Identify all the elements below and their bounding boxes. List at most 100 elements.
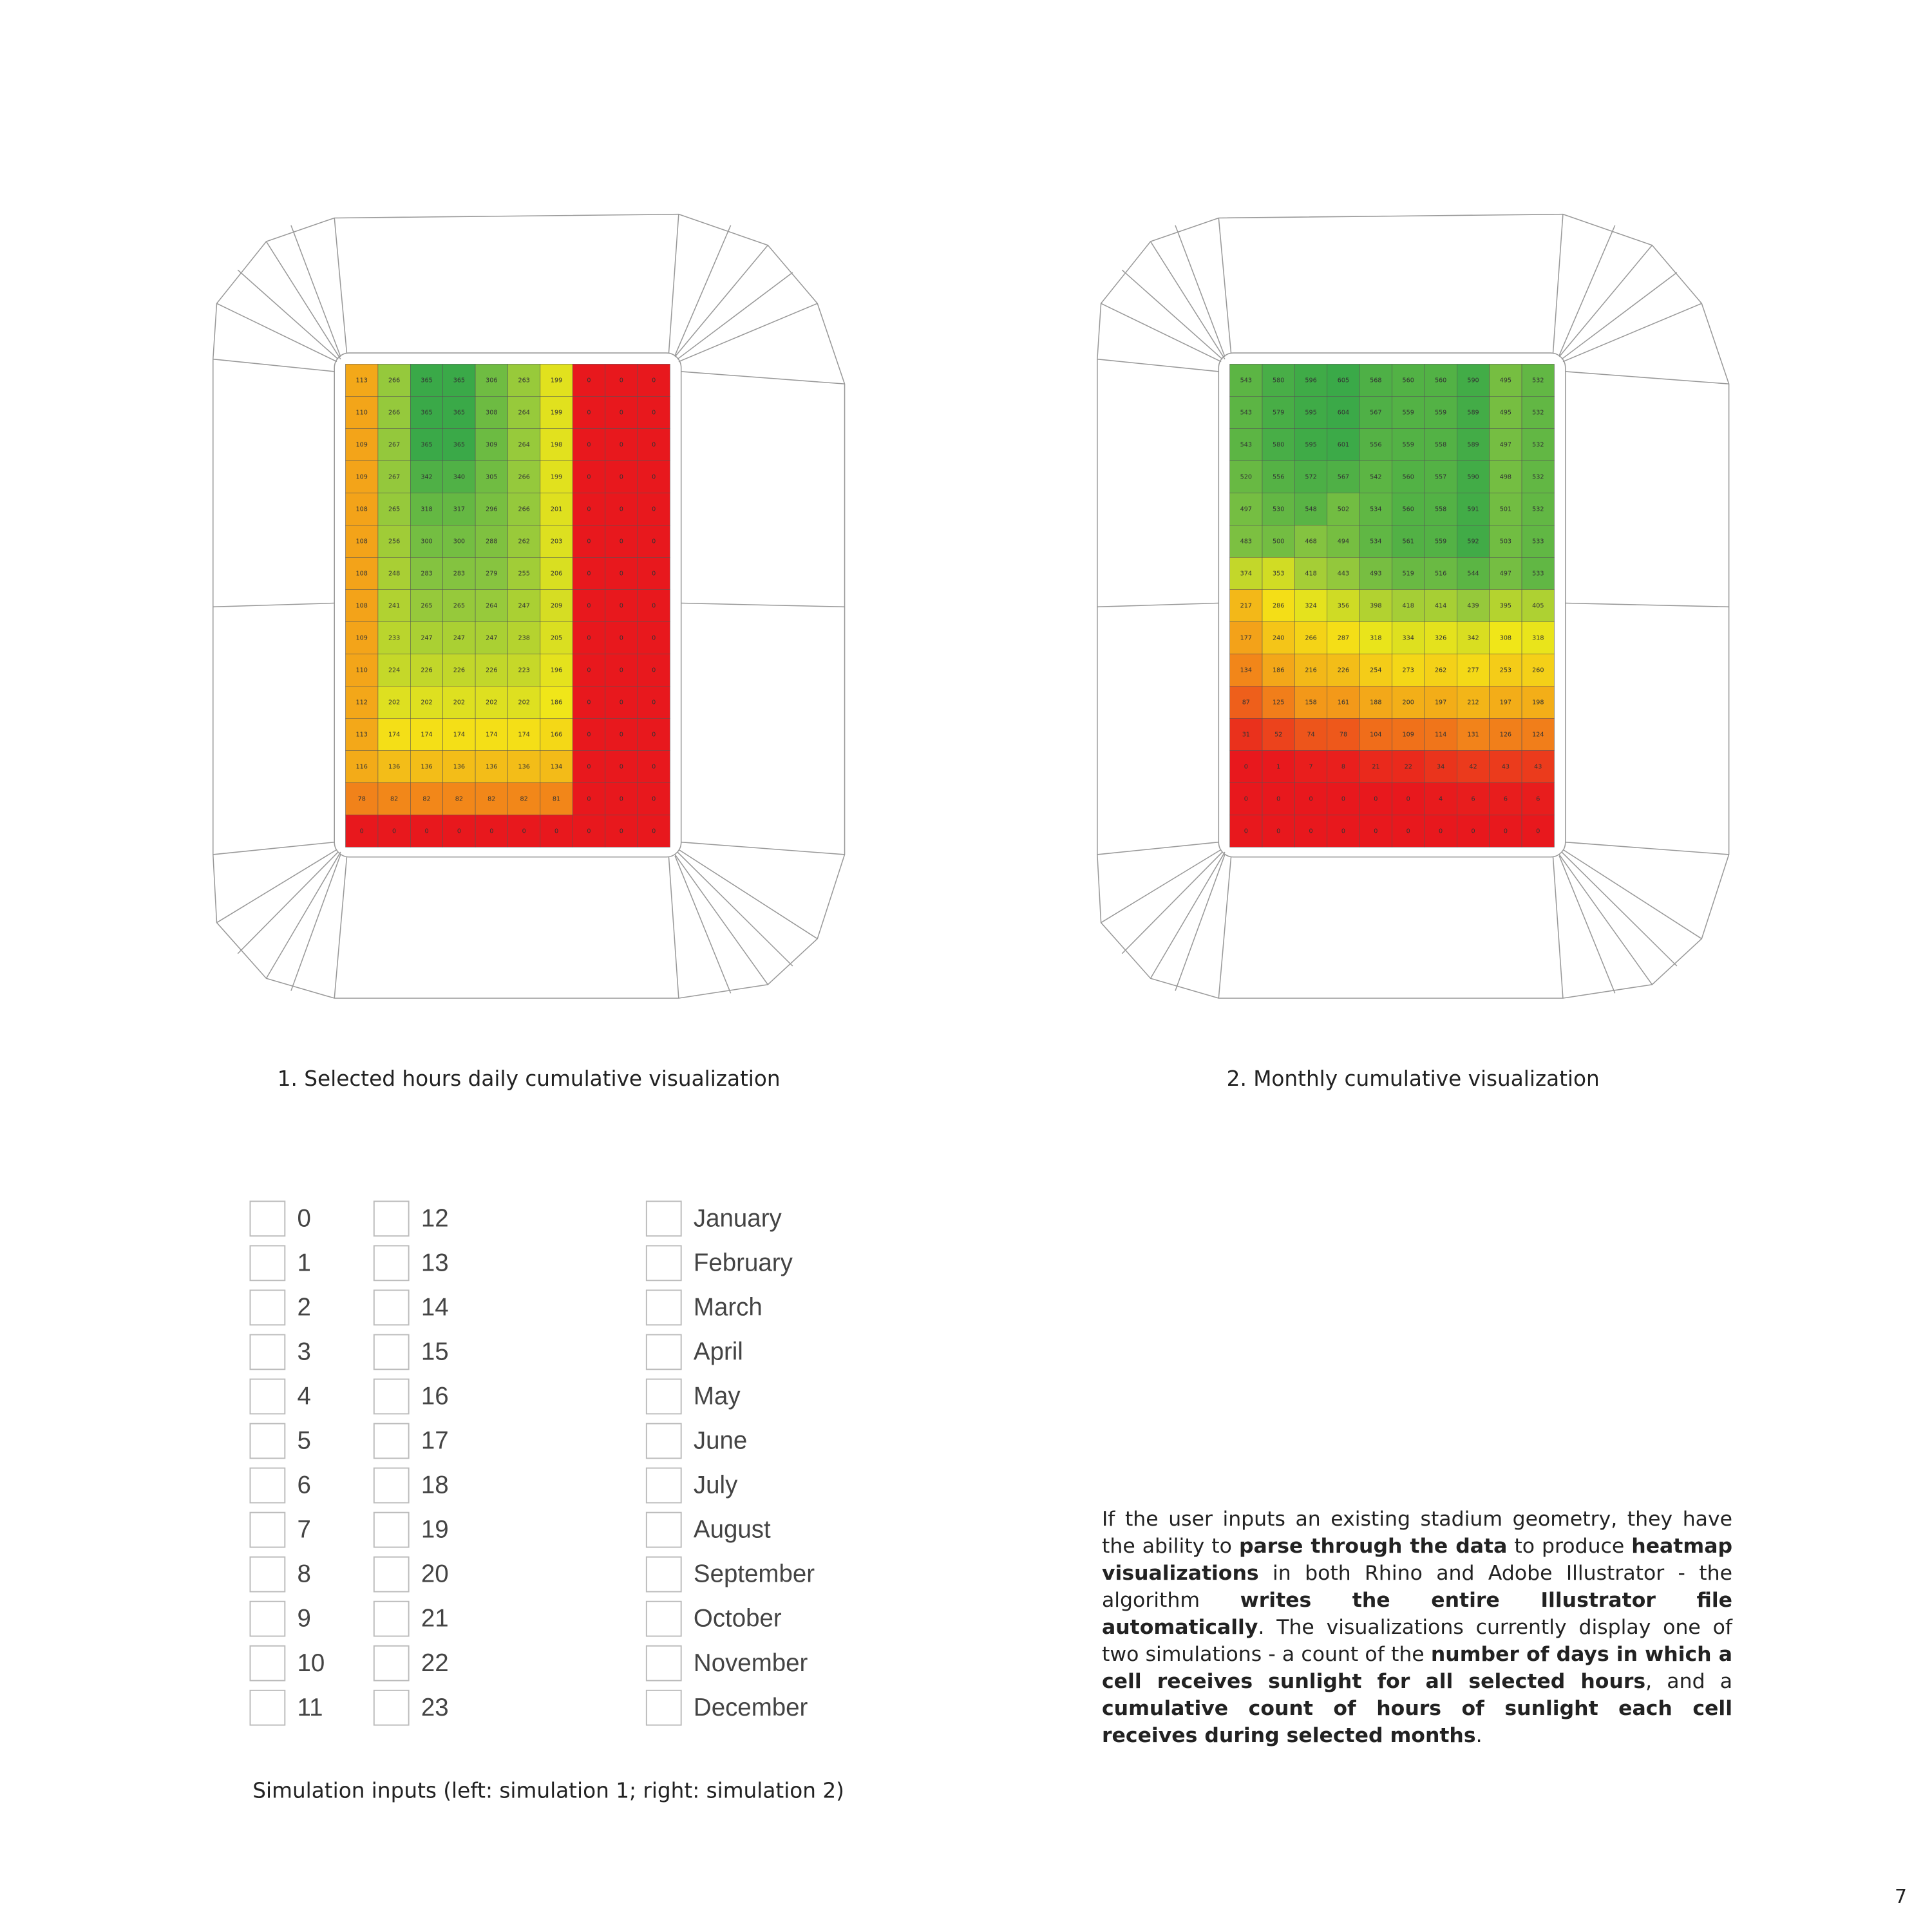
heatmap-cell	[1521, 750, 1555, 783]
checkbox[interactable]	[249, 1334, 286, 1370]
checkbox-label: September	[694, 1560, 815, 1588]
cell-label: 500	[1273, 538, 1284, 545]
checkbox[interactable]	[645, 1467, 682, 1504]
heatmap-cell	[1229, 654, 1263, 687]
cell-label: 519	[1403, 570, 1414, 577]
checkbox[interactable]	[645, 1378, 682, 1415]
checkbox[interactable]	[373, 1245, 410, 1282]
cell-label: 113	[356, 377, 368, 384]
heatmap-cell	[1521, 428, 1555, 461]
checkbox[interactable]	[645, 1645, 682, 1681]
checkbox[interactable]	[645, 1423, 682, 1459]
checkbox[interactable]	[645, 1556, 682, 1593]
heatmap-cell	[442, 589, 476, 622]
heatmap-cell	[1489, 654, 1522, 687]
heatmap-cell	[1294, 557, 1328, 590]
checkbox-label: 15	[421, 1338, 449, 1366]
heatmap-cell	[1294, 493, 1328, 526]
cell-label: 0	[652, 441, 656, 448]
cell-label: 0	[424, 828, 428, 835]
cell-label: 306	[486, 377, 497, 384]
heatmap-cell	[1489, 525, 1522, 558]
checkbox[interactable]	[645, 1289, 682, 1326]
checkbox[interactable]	[373, 1423, 410, 1459]
checkbox[interactable]	[373, 1556, 410, 1593]
cell-label: 109	[1403, 731, 1414, 738]
heatmap-cell	[442, 654, 476, 687]
heatmap-cell	[637, 750, 670, 783]
checkbox[interactable]	[249, 1467, 286, 1504]
cell-label: 580	[1273, 441, 1284, 448]
cell-label: 136	[388, 763, 400, 770]
heatmap-cell	[1521, 493, 1555, 526]
checkbox[interactable]	[249, 1378, 286, 1415]
cell-label: 223	[518, 667, 529, 674]
cell-label: 197	[1435, 699, 1446, 706]
checkbox-label: February	[694, 1249, 793, 1276]
checkbox[interactable]	[373, 1600, 410, 1637]
checkbox[interactable]	[645, 1511, 682, 1548]
stand-line	[678, 303, 818, 363]
checkbox[interactable]	[373, 1467, 410, 1504]
checkbox[interactable]	[373, 1645, 410, 1681]
cell-label: 78	[358, 795, 366, 802]
checkbox[interactable]	[373, 1689, 410, 1726]
cell-label: 198	[551, 441, 562, 448]
cell-label: 0	[620, 602, 623, 609]
cell-label: 260	[1532, 667, 1544, 674]
cell-label: 7	[1309, 763, 1313, 770]
checkbox[interactable]	[249, 1289, 286, 1326]
cell-label: 238	[518, 634, 529, 641]
pitch-edge	[334, 352, 682, 858]
checkbox[interactable]	[249, 1200, 286, 1237]
cell-label: 498	[1500, 473, 1511, 480]
checkbox[interactable]	[373, 1289, 410, 1326]
checkbox[interactable]	[249, 1556, 286, 1593]
checkbox[interactable]	[645, 1245, 682, 1282]
cell-label: 224	[388, 667, 400, 674]
cell-label: 0	[587, 795, 591, 802]
stand-line	[213, 602, 335, 608]
cell-label: 247	[486, 634, 497, 641]
checkbox[interactable]	[645, 1689, 682, 1726]
checkbox[interactable]	[249, 1600, 286, 1637]
heatmap-cell	[1327, 589, 1360, 622]
cell-label: 0	[620, 473, 623, 480]
stand-line	[334, 857, 348, 999]
cell-label: 300	[453, 538, 465, 545]
heatmap-cell	[377, 815, 411, 848]
cell-label: 0	[1406, 828, 1410, 835]
checkbox[interactable]	[645, 1334, 682, 1370]
cell-label: 0	[489, 828, 493, 835]
heatmap-cell	[1392, 460, 1425, 493]
heatmap-cell	[1489, 428, 1522, 461]
checkbox[interactable]	[645, 1200, 682, 1237]
checkbox[interactable]	[249, 1689, 286, 1726]
checkbox[interactable]	[373, 1200, 410, 1237]
checkbox[interactable]	[373, 1511, 410, 1548]
heatmap-cell	[1327, 750, 1360, 783]
checkbox[interactable]	[373, 1334, 410, 1370]
cell-label: 493	[1370, 570, 1381, 577]
checkbox[interactable]	[249, 1511, 286, 1548]
heatmap-cell	[1424, 750, 1457, 783]
cell-label: 0	[620, 763, 623, 770]
cell-label: 0	[1309, 795, 1313, 802]
heatmap-cell	[475, 525, 508, 558]
checkbox-label: 3	[298, 1338, 311, 1366]
heatmap-cell	[1489, 686, 1522, 719]
checkbox[interactable]	[249, 1245, 286, 1282]
cell-label: 134	[551, 763, 562, 770]
cell-label: 0	[587, 409, 591, 416]
checkbox[interactable]	[249, 1645, 286, 1681]
cell-label: 110	[356, 667, 368, 674]
checkbox[interactable]	[373, 1378, 410, 1415]
heatmap-cell	[1424, 525, 1457, 558]
checkbox[interactable]	[645, 1600, 682, 1637]
heatmap-cell	[410, 782, 443, 815]
heatmap-cell	[345, 782, 379, 815]
cell-label: 568	[1370, 377, 1381, 384]
heatmap-cell	[1521, 396, 1555, 429]
checkbox[interactable]	[249, 1423, 286, 1459]
